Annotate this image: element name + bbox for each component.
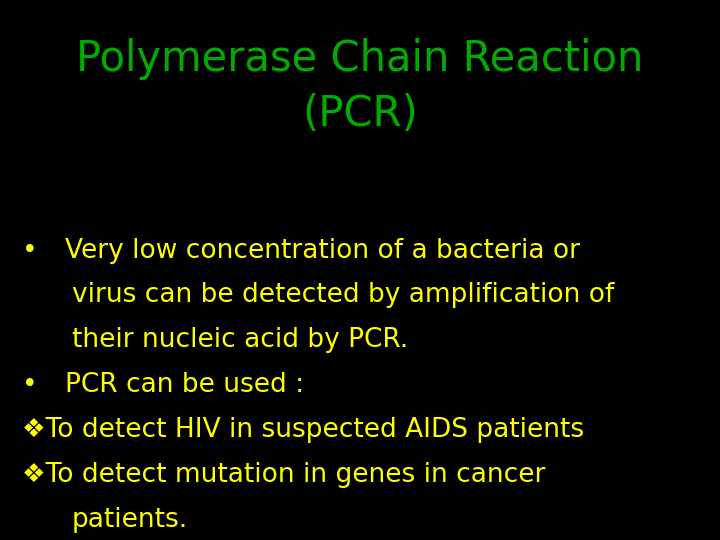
Text: Polymerase Chain Reaction
(PCR): Polymerase Chain Reaction (PCR) [76,38,644,135]
Text: their nucleic acid by PCR.: their nucleic acid by PCR. [72,327,408,353]
Text: •: • [22,238,37,264]
Text: ❖To detect HIV in suspected AIDS patients: ❖To detect HIV in suspected AIDS patient… [22,417,584,443]
Text: Very low concentration of a bacteria or: Very low concentration of a bacteria or [65,238,580,264]
Text: •: • [22,372,37,398]
Text: virus can be detected by amplification of: virus can be detected by amplification o… [72,282,614,308]
Text: PCR can be used :: PCR can be used : [65,372,304,398]
Text: ❖To detect mutation in genes in cancer: ❖To detect mutation in genes in cancer [22,462,545,488]
Text: patients.: patients. [72,507,188,532]
